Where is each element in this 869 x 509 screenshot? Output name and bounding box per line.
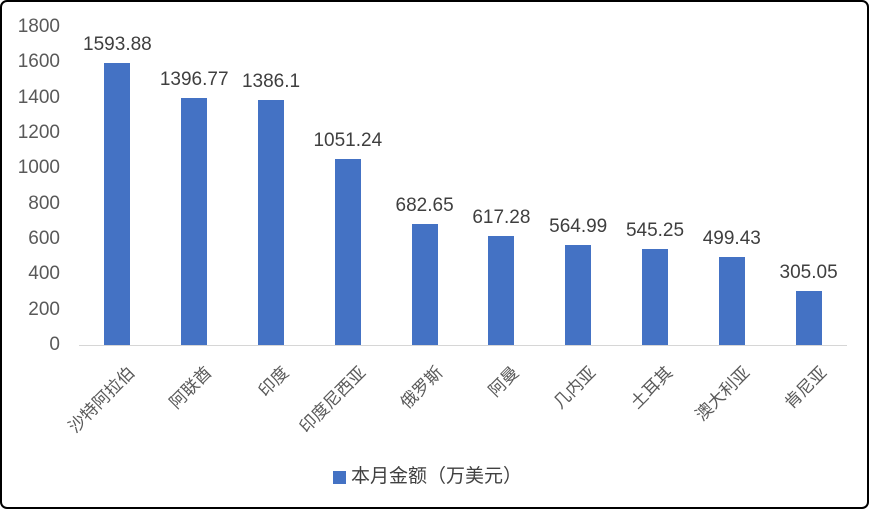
- y-tick-label: 1800: [17, 16, 60, 37]
- bar: [565, 245, 592, 345]
- bar: [718, 256, 745, 345]
- x-axis-label: 印度: [254, 363, 293, 401]
- bar-value-label: 499.43: [702, 227, 761, 249]
- x-axis-label: 澳大利亚: [691, 363, 754, 425]
- bar: [181, 98, 208, 345]
- bar-value-label: 617.28: [472, 206, 531, 228]
- y-tick-label: 200: [28, 298, 60, 320]
- bar-value-label: 305.05: [779, 262, 838, 284]
- legend-swatch-icon: [333, 470, 346, 484]
- bar: [488, 235, 515, 345]
- bar: [411, 224, 438, 345]
- x-axis-label: 沙特阿拉伯: [65, 363, 139, 437]
- y-tick-label: 1000: [17, 157, 60, 179]
- bar: [104, 63, 131, 345]
- y-tick-label: 600: [28, 228, 60, 249]
- legend: 本月金额（万美元）: [333, 465, 522, 489]
- y-tick-label: 1600: [17, 51, 60, 73]
- x-axis-label: 土耳其: [626, 363, 677, 413]
- bar: [334, 159, 361, 345]
- bar: [258, 100, 284, 345]
- bar: [795, 291, 822, 345]
- bar-value-label: 682.65: [395, 195, 454, 217]
- bar-value-label: 1593.88: [83, 34, 152, 56]
- y-tick-label: 0: [49, 334, 60, 355]
- x-axis-label: 肯尼亚: [780, 363, 831, 413]
- y-tick-label: 1200: [17, 122, 60, 143]
- x-axis-label: 阿联酋: [166, 363, 216, 413]
- bar-value-label: 545.25: [625, 219, 685, 241]
- y-tick-label: 800: [28, 192, 60, 214]
- bar-value-label: 1386.1: [241, 71, 301, 93]
- y-tick-label: 1400: [17, 86, 60, 108]
- bar-value-label: 1051.24: [313, 130, 383, 152]
- legend-label: 本月金额（万美元）: [351, 466, 523, 487]
- x-axis-line: [79, 345, 847, 346]
- bar: [642, 248, 668, 345]
- bar-value-label: 564.99: [549, 216, 608, 238]
- y-tick-label: 400: [28, 263, 60, 285]
- bar-value-label: 1396.77: [159, 69, 229, 91]
